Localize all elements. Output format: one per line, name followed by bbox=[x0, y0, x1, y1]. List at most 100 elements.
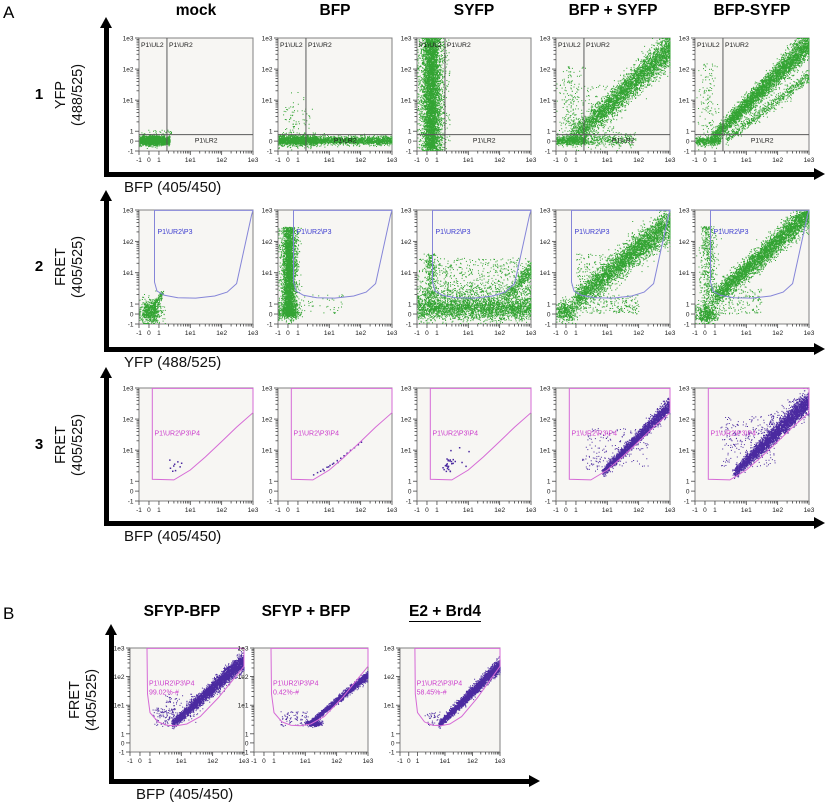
svg-text:P1\UR2\P3: P1\UR2\P3 bbox=[157, 229, 192, 236]
svg-text:1e1: 1e1 bbox=[262, 270, 273, 277]
y-axis-arrow-row1 bbox=[104, 27, 109, 177]
svg-text:1: 1 bbox=[296, 507, 300, 514]
svg-text:P1\UR2: P1\UR2 bbox=[447, 42, 471, 49]
svg-text:0: 0 bbox=[269, 312, 273, 319]
svg-text:1e1: 1e1 bbox=[602, 330, 613, 337]
svg-text:1e3: 1e3 bbox=[239, 758, 250, 765]
svg-text:1e2: 1e2 bbox=[540, 67, 551, 74]
svg-text:1: 1 bbox=[130, 479, 134, 486]
svg-text:1e1: 1e1 bbox=[463, 157, 474, 164]
svg-text:1e3: 1e3 bbox=[679, 36, 690, 43]
plot-b-sfyp-plus-bfp: -1-100111e11e11e21e21e31e3P1\UR2\P3\P40.… bbox=[238, 646, 374, 766]
svg-text:1e3: 1e3 bbox=[804, 507, 815, 514]
svg-text:P1\UR2: P1\UR2 bbox=[308, 42, 332, 49]
svg-text:1e2: 1e2 bbox=[772, 330, 783, 337]
svg-text:58.45%-#: 58.45%-# bbox=[417, 690, 447, 697]
svg-text:P1\UR2\P3\P4: P1\UR2\P3\P4 bbox=[417, 681, 463, 688]
svg-text:P1\LR2: P1\LR2 bbox=[751, 138, 774, 145]
svg-text:0: 0 bbox=[547, 312, 551, 319]
svg-text:P1\UR2\P3: P1\UR2\P3 bbox=[296, 229, 331, 236]
svg-text:1e2: 1e2 bbox=[679, 417, 690, 424]
svg-text:-1: -1 bbox=[684, 322, 690, 329]
svg-text:1: 1 bbox=[269, 129, 273, 136]
svg-text:1e1: 1e1 bbox=[741, 330, 752, 337]
svg-text:1e1: 1e1 bbox=[324, 330, 335, 337]
svg-text:1: 1 bbox=[547, 129, 551, 136]
svg-text:1e3: 1e3 bbox=[123, 386, 134, 393]
svg-text:1e1: 1e1 bbox=[401, 98, 412, 105]
svg-text:1e2: 1e2 bbox=[355, 157, 366, 164]
panel-a-label: A bbox=[3, 3, 15, 22]
svg-text:1e2: 1e2 bbox=[540, 417, 551, 424]
svg-text:1e3: 1e3 bbox=[540, 386, 551, 393]
y-axis-label-row2-line1: FRET bbox=[53, 248, 69, 286]
svg-text:1e3: 1e3 bbox=[540, 36, 551, 43]
svg-text:1: 1 bbox=[408, 479, 412, 486]
svg-text:0: 0 bbox=[147, 507, 151, 514]
x-axis-arrowhead-row1 bbox=[814, 168, 825, 180]
svg-text:1: 1 bbox=[686, 129, 690, 136]
svg-text:0: 0 bbox=[130, 139, 134, 146]
svg-text:1e1: 1e1 bbox=[741, 157, 752, 164]
svg-text:0: 0 bbox=[547, 489, 551, 496]
svg-text:0: 0 bbox=[286, 330, 290, 337]
svg-text:1e3: 1e3 bbox=[384, 646, 395, 653]
svg-text:-1: -1 bbox=[406, 149, 412, 156]
svg-text:0: 0 bbox=[703, 157, 707, 164]
y-axis-label-row3-line1: FRET bbox=[53, 426, 69, 464]
svg-text:1e2: 1e2 bbox=[494, 157, 505, 164]
svg-text:-1: -1 bbox=[553, 157, 559, 164]
svg-text:1e2: 1e2 bbox=[216, 157, 227, 164]
svg-text:-1: -1 bbox=[128, 149, 134, 156]
col-header-sfyp-bfp-text: SFYP-BFP bbox=[143, 603, 221, 620]
svg-text:1e1: 1e1 bbox=[679, 98, 690, 105]
x-axis-label-row2: YFP (488/525) bbox=[124, 354, 222, 371]
svg-text:1e3: 1e3 bbox=[679, 208, 690, 215]
svg-text:1e3: 1e3 bbox=[804, 330, 815, 337]
svg-text:1: 1 bbox=[157, 157, 161, 164]
svg-text:-1: -1 bbox=[397, 758, 403, 765]
svg-text:1e3: 1e3 bbox=[387, 330, 398, 337]
svg-text:1e1: 1e1 bbox=[384, 703, 395, 710]
svg-text:P1\UR2\P3: P1\UR2\P3 bbox=[713, 229, 748, 236]
svg-text:0: 0 bbox=[564, 330, 568, 337]
svg-text:1e2: 1e2 bbox=[384, 674, 395, 681]
svg-text:-1: -1 bbox=[275, 507, 281, 514]
svg-text:-1: -1 bbox=[275, 330, 281, 337]
col-header-e2-brd4-text: E2 + Brd4 bbox=[409, 603, 481, 622]
svg-text:P1\LR2: P1\LR2 bbox=[195, 138, 218, 145]
svg-text:P1\UL2: P1\UL2 bbox=[141, 42, 164, 49]
row-label-3: 3 bbox=[34, 436, 44, 453]
svg-text:0: 0 bbox=[391, 740, 395, 747]
svg-text:0: 0 bbox=[407, 758, 411, 765]
svg-text:1e2: 1e2 bbox=[238, 674, 249, 681]
row-label-1: 1 bbox=[34, 86, 44, 103]
svg-text:P1\LR2: P1\LR2 bbox=[473, 138, 496, 145]
svg-text:1e1: 1e1 bbox=[440, 758, 451, 765]
svg-text:-1: -1 bbox=[128, 499, 134, 506]
svg-text:1e2: 1e2 bbox=[679, 239, 690, 246]
col-header-e2-brd4: E2 + Brd4 bbox=[375, 603, 515, 622]
svg-text:1e2: 1e2 bbox=[114, 674, 125, 681]
svg-text:0: 0 bbox=[408, 139, 412, 146]
svg-text:-1: -1 bbox=[136, 330, 142, 337]
svg-text:1e1: 1e1 bbox=[114, 703, 125, 710]
svg-text:1: 1 bbox=[713, 507, 717, 514]
y-axis-arrowhead-row2 bbox=[100, 190, 112, 201]
y-axis-label-panel-b: FRET (405/525) bbox=[67, 669, 101, 731]
svg-text:P1\UR2\P3\P4: P1\UR2\P3\P4 bbox=[273, 681, 319, 688]
svg-text:0: 0 bbox=[425, 507, 429, 514]
y-axis-label-row2-line2: (405/525) bbox=[70, 235, 86, 299]
svg-text:1e1: 1e1 bbox=[463, 507, 474, 514]
svg-text:1: 1 bbox=[408, 129, 412, 136]
svg-text:0: 0 bbox=[703, 330, 707, 337]
svg-text:1e1: 1e1 bbox=[540, 270, 551, 277]
svg-text:0: 0 bbox=[130, 312, 134, 319]
svg-text:1e3: 1e3 bbox=[401, 386, 412, 393]
y-axis-label-row1-line2: (488/525) bbox=[70, 63, 86, 127]
y-axis-arrow-row3 bbox=[104, 377, 109, 526]
